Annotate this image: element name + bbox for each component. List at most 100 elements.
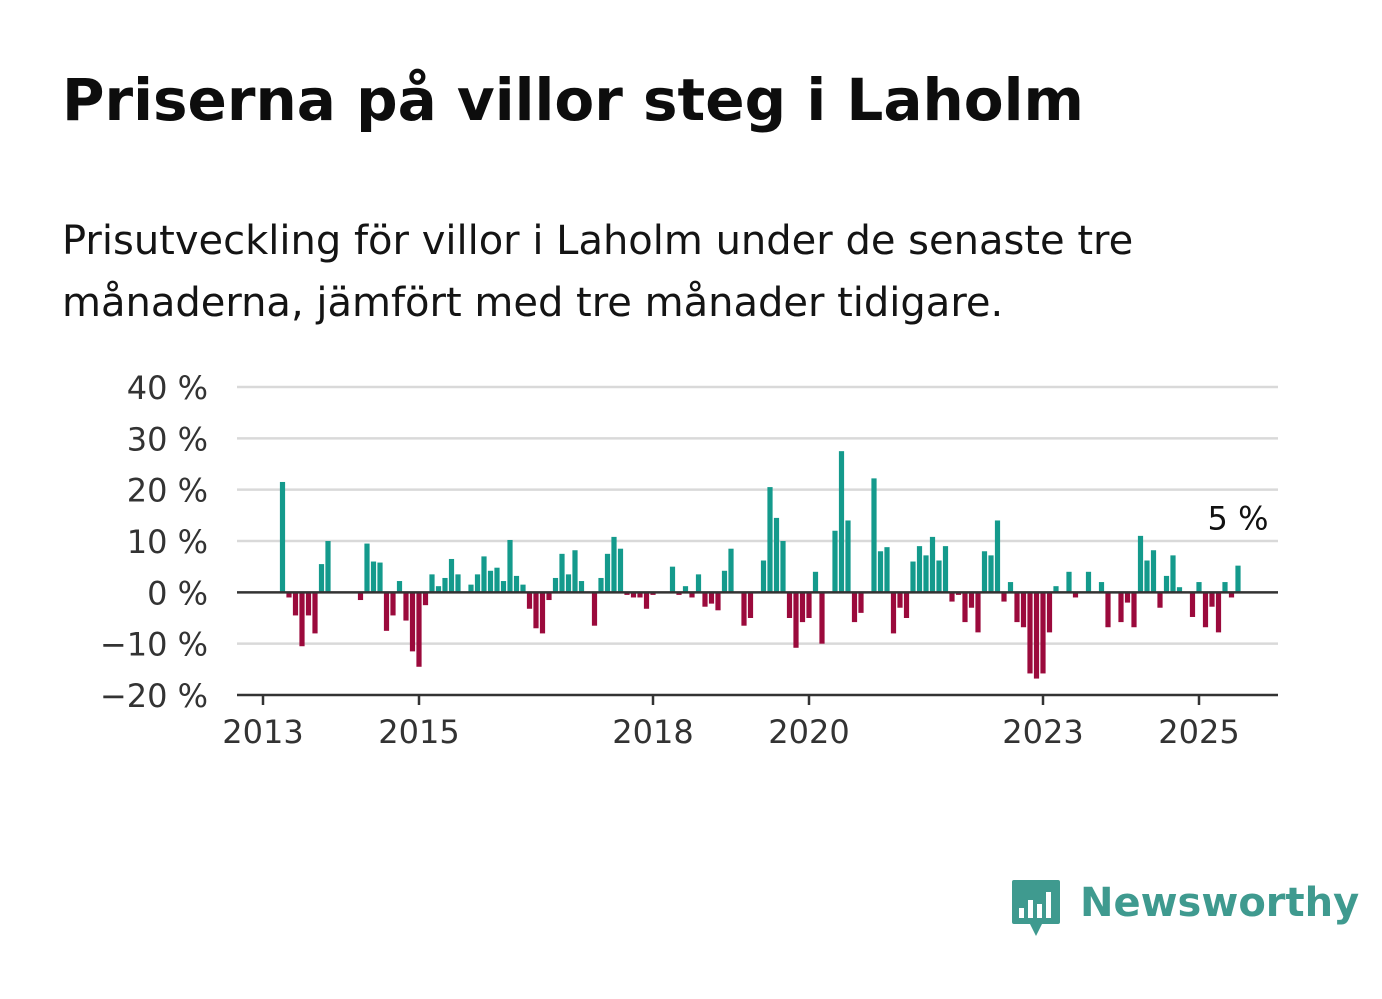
- bar: [624, 592, 630, 595]
- bar: [721, 570, 728, 593]
- bar: [546, 592, 552, 601]
- bar: [1170, 555, 1176, 593]
- bar: [806, 592, 812, 618]
- bar: [286, 592, 292, 598]
- bar: [598, 577, 604, 593]
- bar: [1046, 592, 1053, 633]
- bar: [500, 581, 507, 593]
- bar: [884, 547, 890, 593]
- bar: [1098, 582, 1105, 593]
- bar: [910, 561, 916, 593]
- chart-subtitle: Prisutveckling för villor i Laholm under…: [62, 218, 1134, 326]
- y-tick-label: −10 %: [100, 626, 208, 664]
- bar: [1072, 592, 1079, 598]
- bar: [312, 592, 318, 634]
- y-tick-label: 10 %: [127, 523, 208, 561]
- bar: [552, 577, 559, 593]
- bar: [936, 560, 942, 593]
- bar: [832, 530, 838, 593]
- bar: [1228, 592, 1235, 598]
- bar: [702, 592, 708, 607]
- bar: [812, 571, 819, 593]
- bar: [507, 539, 513, 593]
- bar: [695, 574, 702, 593]
- bar: [1163, 575, 1170, 593]
- latest-value-label: 5 %: [1208, 500, 1269, 538]
- bar: [520, 584, 526, 593]
- y-tick-label: 20 %: [127, 472, 208, 510]
- bar: [975, 592, 981, 633]
- bar: [468, 584, 474, 593]
- bar: [1235, 565, 1241, 593]
- x-axis-labels: 2013 2015 2018 2020 2023 2025: [222, 713, 1239, 751]
- newsworthy-bar-chart-icon: [1012, 880, 1060, 936]
- bar: [981, 551, 988, 593]
- bar: [448, 558, 455, 593]
- bar: [279, 481, 286, 593]
- y-tick-label: 40 %: [127, 369, 208, 407]
- bars: [279, 451, 1241, 679]
- bar: [942, 546, 949, 593]
- bar: [377, 562, 383, 593]
- bar: [897, 592, 903, 608]
- bar: [429, 574, 435, 593]
- bar: [591, 592, 598, 626]
- bar: [416, 592, 422, 667]
- bar: [455, 574, 461, 593]
- bar: [630, 592, 637, 598]
- bar: [715, 592, 721, 611]
- bar: [955, 592, 962, 595]
- bar: [949, 592, 955, 602]
- bar: [968, 592, 975, 608]
- bar: [962, 592, 968, 623]
- bar: [923, 555, 929, 593]
- x-tick-label: 2015: [378, 713, 459, 751]
- bar: [741, 592, 747, 626]
- bar: [435, 586, 442, 593]
- brand-logo: Newsworthy: [1010, 878, 1359, 942]
- x-tick-label: 2020: [768, 713, 849, 751]
- bar: [1196, 582, 1202, 593]
- bar: [383, 592, 390, 631]
- bar: [409, 592, 416, 652]
- bar: [1033, 592, 1040, 679]
- bar: [650, 592, 656, 595]
- bar: [819, 592, 825, 644]
- bar: [994, 520, 1001, 593]
- annotations: 5 %: [1204, 496, 1273, 542]
- bar: [487, 570, 494, 593]
- bar: [838, 451, 845, 593]
- bar: [877, 551, 884, 593]
- bar: [747, 592, 754, 618]
- bar: [1053, 586, 1059, 593]
- bar: [929, 536, 936, 593]
- bar: [637, 592, 643, 598]
- bar: [786, 592, 793, 618]
- bar: [1209, 592, 1215, 607]
- bar: [533, 592, 539, 629]
- bar: [1105, 592, 1111, 628]
- x-tick-label: 2018: [612, 713, 693, 751]
- bar: [604, 553, 611, 593]
- bar: [305, 592, 312, 616]
- bar: [858, 592, 864, 613]
- chart-title: Priserna på villor steg i Laholm: [62, 66, 1084, 134]
- y-tick-label: −20 %: [100, 677, 208, 715]
- bar: [1027, 592, 1033, 674]
- bar: [325, 541, 331, 593]
- bar: [988, 555, 994, 593]
- bar: [1222, 582, 1228, 593]
- price-change-bar-chart: 40 %30 %20 %10 %0 %−10 %−20 % 2013 2015 20…: [100, 369, 1278, 751]
- bar: [851, 592, 858, 623]
- bar: [292, 592, 299, 616]
- bar: [1014, 592, 1020, 623]
- bar: [565, 574, 572, 593]
- brand-name: Newsworthy: [1080, 880, 1360, 926]
- bar: [513, 575, 520, 593]
- bar: [773, 517, 780, 593]
- bar: [559, 553, 565, 593]
- y-tick-label: 30 %: [127, 420, 208, 458]
- bar: [793, 592, 799, 648]
- bar: [611, 536, 617, 593]
- bar: [494, 567, 500, 593]
